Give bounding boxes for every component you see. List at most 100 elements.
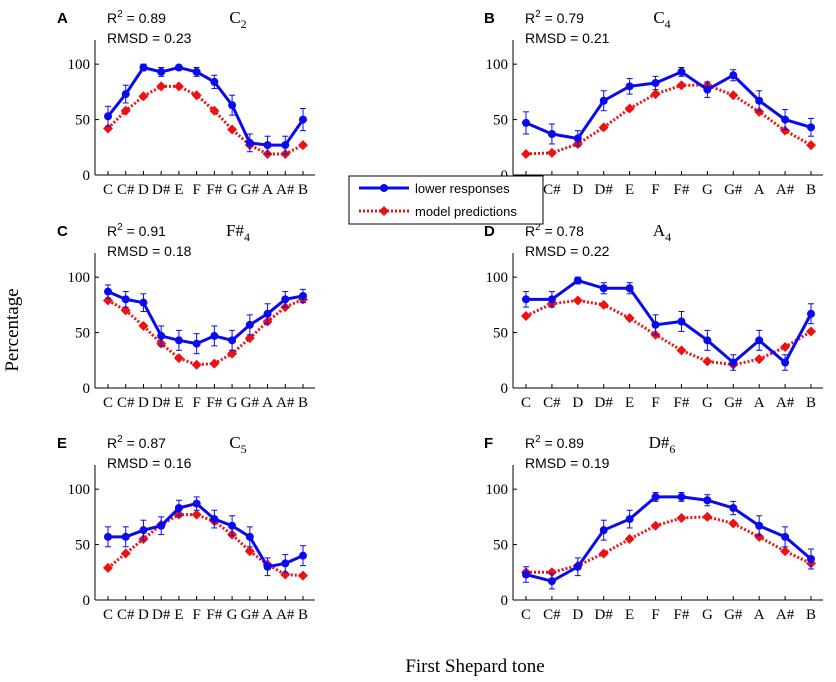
y-tick-label: 50	[75, 113, 90, 129]
data-point-model-predictions	[624, 534, 635, 545]
x-tick-label: F#	[674, 182, 690, 198]
rmsd-label: RMSD = 0.19	[525, 455, 610, 471]
data-point-model-predictions	[676, 345, 687, 356]
data-point-lower-responses	[263, 309, 272, 318]
series-line-lower-responses	[526, 278, 813, 365]
data-point-lower-responses	[299, 551, 307, 560]
data-point-model-predictions	[191, 509, 202, 520]
y-tick-label: 0	[83, 381, 91, 397]
x-tick-label: F#	[206, 607, 222, 623]
data-point-lower-responses	[807, 309, 815, 318]
data-point-lower-responses	[157, 521, 166, 530]
data-point-model-predictions	[728, 518, 739, 529]
x-tick-label: B	[806, 607, 816, 623]
data-point-model-predictions	[754, 106, 765, 117]
x-tick-label: G#	[724, 607, 743, 623]
data-point-lower-responses	[174, 63, 183, 72]
data-point-model-predictions	[728, 90, 739, 101]
data-point-lower-responses	[157, 331, 166, 340]
x-tick-label: G	[702, 182, 713, 198]
series-line-lower-responses	[108, 501, 304, 569]
x-tick-label: F	[192, 607, 200, 623]
data-point-model-predictions	[298, 140, 308, 151]
panel-letter: B	[484, 10, 495, 27]
series-line-lower-responses	[107, 290, 304, 346]
data-point-model-predictions	[598, 548, 609, 559]
data-point-lower-responses	[121, 90, 130, 99]
data-point-lower-responses	[228, 336, 237, 345]
x-tick-label: G	[702, 395, 713, 411]
data-point-lower-responses	[174, 504, 183, 513]
data-point-lower-responses	[104, 532, 112, 541]
data-point-lower-responses	[228, 101, 237, 110]
r-squared-label: R2 = 0.89	[525, 434, 584, 451]
data-point-model-predictions	[780, 125, 791, 136]
data-point-lower-responses	[522, 570, 530, 579]
data-point-model-predictions	[244, 333, 255, 344]
data-point-lower-responses	[245, 532, 254, 541]
data-point-lower-responses	[625, 284, 634, 293]
x-tick-label: F	[651, 395, 659, 411]
x-tick-label: D	[138, 607, 149, 623]
y-tick-label: 0	[501, 381, 509, 397]
data-point-lower-responses	[547, 129, 556, 138]
data-point-lower-responses	[121, 295, 130, 304]
y-tick-label: 50	[493, 326, 508, 342]
data-point-lower-responses	[729, 504, 738, 513]
x-tick-label: B	[806, 395, 816, 411]
x-tick-label: D#	[595, 607, 614, 623]
legend-box	[348, 175, 544, 225]
legend-label-model-predictions: model predictions	[415, 204, 517, 219]
data-point-lower-responses	[104, 287, 112, 296]
data-point-lower-responses	[104, 112, 112, 121]
y-tick-label: 100	[486, 270, 509, 286]
data-point-lower-responses	[677, 67, 686, 76]
data-point-model-predictions	[676, 512, 687, 523]
data-point-lower-responses	[729, 71, 738, 80]
data-point-lower-responses	[703, 85, 712, 94]
data-point-lower-responses	[192, 499, 201, 508]
data-point-lower-responses	[599, 284, 608, 293]
y-tick-label: 100	[486, 482, 509, 498]
r-squared-label: R2 = 0.91	[107, 222, 166, 239]
data-point-lower-responses	[755, 521, 764, 530]
data-point-lower-responses	[139, 298, 148, 307]
data-point-lower-responses	[245, 138, 254, 147]
x-tick-label: A#	[776, 607, 795, 623]
panel-title: C5	[229, 433, 246, 456]
x-tick-label: C#	[117, 607, 135, 623]
data-point-lower-responses	[263, 141, 272, 150]
data-point-model-predictions	[103, 562, 113, 573]
x-tick-label: B	[298, 607, 308, 623]
data-point-lower-responses	[522, 118, 530, 127]
panel-title: D#6	[649, 433, 676, 456]
data-point-lower-responses	[228, 521, 237, 530]
x-tick-label: G	[227, 395, 238, 411]
x-tick-label: D	[572, 182, 583, 198]
data-point-model-predictions	[227, 348, 238, 359]
x-tick-label: A#	[776, 182, 795, 198]
x-tick-label: G#	[724, 182, 743, 198]
y-tick-label: 50	[493, 113, 508, 129]
panel-title: C4	[653, 8, 670, 31]
data-point-lower-responses	[299, 292, 307, 301]
data-point-model-predictions	[546, 147, 557, 158]
data-point-lower-responses	[121, 532, 130, 541]
data-point-lower-responses	[547, 577, 556, 586]
legend-label-lower-responses: lower responses	[415, 181, 510, 196]
data-point-lower-responses	[651, 492, 660, 501]
x-tick-label: D	[572, 395, 583, 411]
x-tick-label: F#	[674, 607, 690, 623]
panel-f: 0 50 100 C C# D D# E F F# G G# A A# B F R2 = 0.89 RMSD = …	[484, 433, 823, 623]
data-point-lower-responses	[263, 562, 272, 571]
x-tick-label: E	[174, 395, 183, 411]
x-tick-label: F#	[206, 395, 222, 411]
x-tick-label: C#	[117, 395, 135, 411]
data-point-model-predictions	[702, 356, 713, 367]
series-line-lower-responses	[525, 495, 812, 583]
data-point-model-predictions	[138, 320, 149, 331]
data-point-lower-responses	[139, 526, 148, 535]
